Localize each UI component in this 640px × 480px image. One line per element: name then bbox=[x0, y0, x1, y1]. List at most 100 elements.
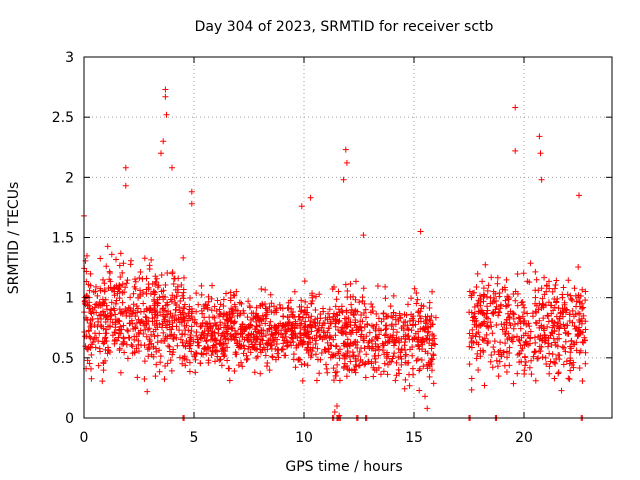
data-point bbox=[351, 339, 358, 346]
data-point bbox=[150, 343, 157, 350]
data-point bbox=[502, 330, 509, 337]
data-point bbox=[402, 346, 409, 353]
data-point bbox=[213, 348, 220, 355]
data-point bbox=[428, 345, 435, 352]
data-point bbox=[193, 290, 200, 297]
data-point bbox=[413, 300, 420, 307]
data-point bbox=[389, 334, 396, 341]
data-point bbox=[280, 340, 287, 347]
data-point bbox=[167, 332, 174, 339]
data-point bbox=[268, 308, 275, 315]
data-point bbox=[511, 321, 518, 328]
data-point bbox=[164, 269, 171, 276]
data-point bbox=[150, 288, 157, 295]
data-point bbox=[162, 363, 169, 370]
data-point bbox=[410, 317, 417, 324]
data-point bbox=[170, 335, 177, 342]
data-point bbox=[562, 309, 569, 316]
data-point bbox=[177, 336, 184, 343]
data-point bbox=[267, 291, 274, 298]
data-point bbox=[112, 300, 119, 307]
data-point bbox=[405, 326, 412, 333]
data-point bbox=[505, 314, 512, 321]
data-point bbox=[402, 376, 409, 383]
data-point bbox=[162, 93, 169, 100]
data-point bbox=[538, 305, 545, 312]
data-point bbox=[560, 361, 567, 368]
data-point bbox=[233, 288, 240, 295]
data-point bbox=[479, 320, 486, 327]
data-point bbox=[515, 314, 522, 321]
data-point bbox=[324, 339, 331, 346]
data-point bbox=[333, 311, 340, 318]
data-point bbox=[240, 342, 247, 349]
data-point bbox=[231, 319, 238, 326]
data-point bbox=[226, 377, 233, 384]
data-point bbox=[85, 328, 92, 335]
data-point bbox=[507, 308, 514, 315]
data-point bbox=[314, 327, 321, 334]
data-point bbox=[401, 385, 408, 392]
data-point bbox=[195, 301, 202, 308]
data-point bbox=[368, 322, 375, 329]
data-point bbox=[100, 308, 107, 315]
data-point bbox=[141, 342, 148, 349]
data-point bbox=[137, 269, 144, 276]
data-point bbox=[112, 336, 119, 343]
data-point bbox=[551, 304, 558, 311]
data-point bbox=[336, 377, 343, 384]
data-point bbox=[171, 294, 178, 301]
data-point bbox=[354, 326, 361, 333]
data-point bbox=[358, 324, 365, 331]
data-point bbox=[546, 363, 553, 370]
data-point bbox=[330, 316, 337, 323]
data-point bbox=[211, 358, 218, 365]
data-point bbox=[151, 314, 158, 321]
data-point bbox=[263, 363, 270, 370]
data-point bbox=[193, 308, 200, 315]
data-point bbox=[231, 368, 238, 375]
data-point bbox=[517, 325, 524, 332]
data-point bbox=[484, 287, 491, 294]
data-point bbox=[538, 285, 545, 292]
data-point bbox=[247, 349, 254, 356]
data-point bbox=[373, 310, 380, 317]
data-point bbox=[276, 301, 283, 308]
data-point bbox=[569, 307, 576, 314]
data-point bbox=[154, 339, 161, 346]
data-point bbox=[115, 284, 122, 291]
data-point bbox=[188, 188, 195, 195]
data-point bbox=[329, 285, 336, 292]
data-point bbox=[404, 322, 411, 329]
data-point bbox=[151, 298, 158, 305]
data-point bbox=[381, 360, 388, 367]
data-point bbox=[132, 278, 139, 285]
data-point bbox=[406, 382, 413, 389]
data-point bbox=[493, 321, 500, 328]
data-point bbox=[270, 338, 277, 345]
data-point bbox=[564, 291, 571, 298]
data-point bbox=[313, 377, 320, 384]
data-point bbox=[466, 309, 473, 316]
data-point bbox=[176, 319, 183, 326]
data-point bbox=[270, 303, 277, 310]
data-point bbox=[524, 310, 531, 317]
data-point bbox=[207, 325, 214, 332]
data-point bbox=[333, 342, 340, 349]
data-point bbox=[348, 327, 355, 334]
data-point bbox=[506, 313, 513, 320]
data-point bbox=[185, 310, 192, 317]
data-point bbox=[124, 327, 131, 334]
data-point bbox=[192, 356, 199, 363]
data-point bbox=[555, 320, 562, 327]
data-point bbox=[390, 292, 397, 299]
data-point bbox=[551, 285, 558, 292]
data-point bbox=[186, 368, 193, 375]
data-point bbox=[169, 351, 176, 358]
data-point bbox=[415, 309, 422, 316]
data-point bbox=[519, 298, 526, 305]
data-point bbox=[396, 310, 403, 317]
data-point bbox=[259, 337, 266, 344]
data-point bbox=[322, 332, 329, 339]
data-point bbox=[256, 322, 263, 329]
